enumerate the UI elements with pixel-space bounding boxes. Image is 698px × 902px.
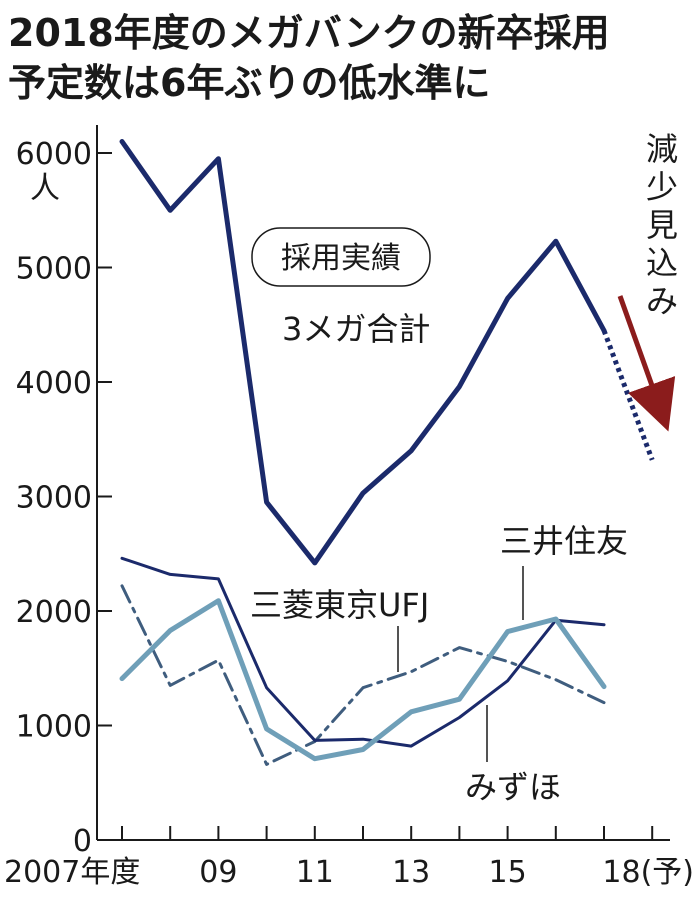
x-tick-label: 09 [199, 855, 237, 890]
x-tick-label: 2007年度 [4, 855, 140, 890]
series-line-3 [119, 598, 607, 762]
series-line-1 [120, 556, 606, 748]
chart-title-line-1: 2018年度のメガバンクの新卒採用 [8, 11, 610, 55]
y-axis-ticks: 0 1000 2000 3000 4000 5000 6000 [16, 137, 112, 859]
y-axis-unit: 人 [30, 171, 60, 206]
annotation-box-label: 採用実績 [281, 241, 401, 276]
y-tick-label: 3000 [16, 481, 92, 516]
annotation-right-char: 減 [646, 130, 678, 168]
annotation-right-char: 少 [646, 168, 678, 206]
annotation-right-char: み [646, 282, 678, 320]
y-tick-label: 1000 [16, 710, 92, 745]
series-forecast-line-0 [601, 329, 655, 461]
label-mizuho: みずほ [465, 768, 561, 806]
series-line-0 [119, 139, 607, 566]
label-mufj: 三菱東京UFJ [250, 586, 429, 624]
x-tick-label: 13 [392, 855, 430, 890]
label-mitsui-sumitomo: 三井住友 [500, 522, 628, 560]
y-tick-label: 2000 [16, 595, 92, 630]
series-layer [119, 139, 655, 766]
label-3mega-total: 3メガ合計 [282, 310, 430, 348]
y-tick-label: 0 [73, 824, 92, 859]
x-tick-label: 18(予) [602, 855, 694, 890]
annotation-right-char: 見 [646, 206, 678, 244]
annotation-box [251, 227, 431, 287]
reduction-arrow [617, 295, 676, 432]
series-line-2 [120, 584, 606, 766]
x-axis-ticks: 2007年度 09 11 13 15 18(予) [4, 826, 694, 890]
y-tick-label: 4000 [16, 366, 92, 401]
x-tick-label: 11 [296, 855, 334, 890]
annotation-right-char: 込 [646, 244, 678, 282]
y-tick-label: 5000 [16, 252, 92, 287]
y-tick-label: 6000 [16, 137, 92, 172]
chart-title-line-2: 予定数は6年ぶりの低水準に [8, 61, 490, 105]
x-tick-label: 15 [489, 855, 527, 890]
